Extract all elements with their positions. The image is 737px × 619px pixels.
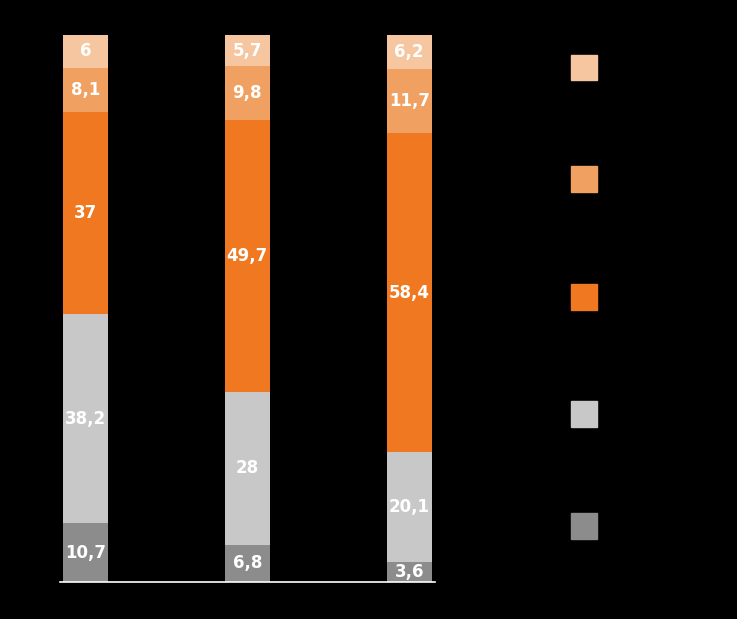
Bar bbox=[63, 35, 108, 68]
Text: 8,1: 8,1 bbox=[71, 81, 100, 99]
Bar bbox=[386, 133, 432, 452]
Text: 37: 37 bbox=[74, 204, 97, 222]
Text: 5,7: 5,7 bbox=[233, 41, 262, 59]
Bar bbox=[225, 545, 270, 582]
Bar bbox=[63, 314, 108, 523]
Bar bbox=[63, 68, 108, 112]
Text: 11,7: 11,7 bbox=[388, 92, 430, 110]
Text: 6,2: 6,2 bbox=[394, 43, 424, 61]
Text: 49,7: 49,7 bbox=[227, 246, 268, 265]
Bar bbox=[225, 392, 270, 545]
Bar bbox=[63, 112, 108, 314]
Bar bbox=[225, 35, 270, 66]
Bar bbox=[386, 35, 432, 69]
Text: 20,1: 20,1 bbox=[388, 498, 430, 516]
Text: 3,6: 3,6 bbox=[394, 563, 424, 581]
Bar bbox=[63, 523, 108, 582]
Text: 6: 6 bbox=[80, 42, 91, 61]
Bar bbox=[386, 562, 432, 582]
Text: 6,8: 6,8 bbox=[233, 554, 262, 573]
Bar bbox=[225, 66, 270, 119]
Text: 28: 28 bbox=[236, 459, 259, 477]
Bar bbox=[225, 119, 270, 392]
Text: 10,7: 10,7 bbox=[65, 543, 106, 561]
Text: 38,2: 38,2 bbox=[65, 410, 106, 428]
Text: 58,4: 58,4 bbox=[388, 284, 430, 301]
Bar bbox=[386, 69, 432, 133]
Text: 9,8: 9,8 bbox=[233, 84, 262, 102]
Bar bbox=[386, 452, 432, 562]
